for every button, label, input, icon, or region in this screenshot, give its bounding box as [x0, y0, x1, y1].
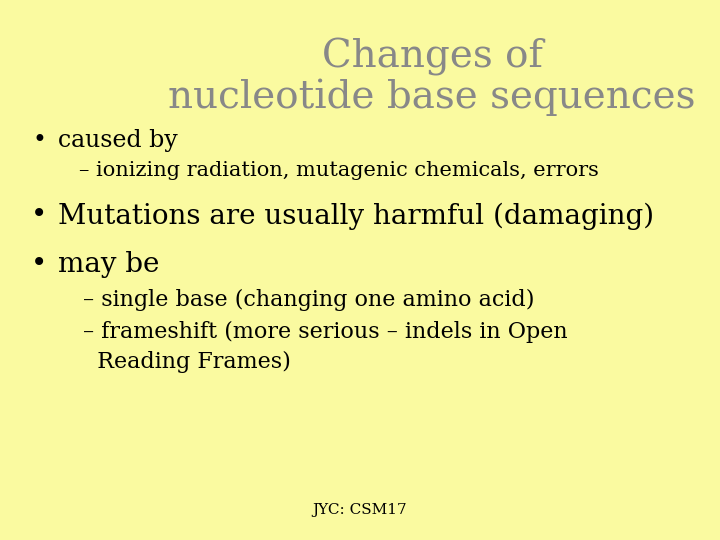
Text: •: •	[30, 202, 47, 230]
Text: nucleotide base sequences: nucleotide base sequences	[168, 78, 696, 116]
Text: •: •	[30, 251, 47, 278]
Text: caused by: caused by	[58, 129, 177, 152]
Text: Reading Frames): Reading Frames)	[83, 351, 291, 373]
Text: – ionizing radiation, mutagenic chemicals, errors: – ionizing radiation, mutagenic chemical…	[79, 160, 599, 180]
Text: Mutations are usually harmful (damaging): Mutations are usually harmful (damaging)	[58, 202, 654, 230]
Text: Changes of: Changes of	[322, 38, 542, 76]
Text: – frameshift (more serious – indels in Open: – frameshift (more serious – indels in O…	[83, 321, 567, 343]
Text: may be: may be	[58, 251, 159, 278]
Text: JYC: CSM17: JYC: CSM17	[312, 503, 408, 517]
Text: – single base (changing one amino acid): – single base (changing one amino acid)	[83, 289, 534, 310]
Text: •: •	[33, 129, 47, 152]
